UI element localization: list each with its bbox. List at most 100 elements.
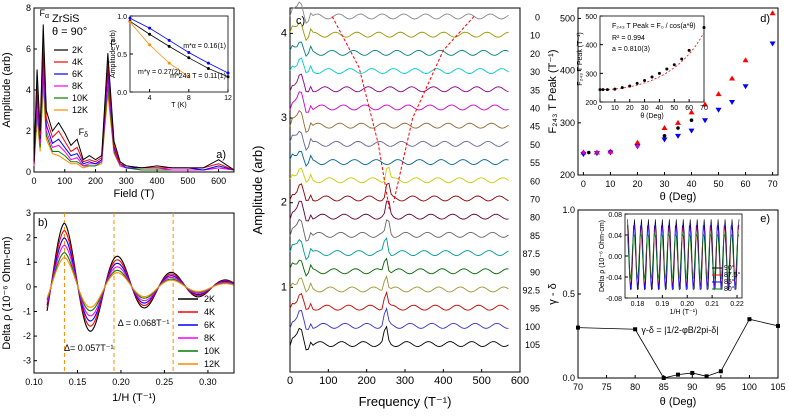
- angle-label: 100: [525, 322, 540, 332]
- panel-b-x-tick-label: 0.15: [69, 377, 87, 387]
- angle-label: 90: [530, 267, 540, 277]
- angle-label: 87.5: [522, 249, 540, 259]
- panel-e-inset-x-tick-label: 0.18: [631, 301, 645, 308]
- panel-e-x-tick-label: 95: [716, 382, 726, 392]
- spectrum-line: [289, 290, 509, 311]
- inset-point: [680, 57, 684, 61]
- spectrum-line: [289, 200, 509, 222]
- panel-c-x-tick-label: 0: [287, 375, 293, 387]
- panel-d-inset-y-tick-label: 300: [585, 71, 597, 78]
- inset-point: [613, 87, 617, 91]
- spectrum-line: [289, 218, 509, 242]
- point-blue: [675, 133, 681, 139]
- panel-d-inset-x-tick-label: 40: [656, 105, 664, 112]
- panel-a-y-tick-label: 0: [26, 167, 31, 177]
- inset-point: [206, 66, 210, 70]
- inset-point: [635, 81, 639, 85]
- peak-annotation: Fδ: [79, 127, 89, 139]
- legend-label-4K: 4K: [72, 57, 83, 67]
- gamma-delta-point: [576, 325, 580, 330]
- spectrum-line: [289, 150, 509, 167]
- panel-a-x-tick-label: 400: [150, 176, 165, 186]
- angle-label: 40: [530, 103, 540, 113]
- point-red: [688, 109, 695, 115]
- panel-e-inset-x-tick-label: 0.20: [680, 301, 694, 308]
- spectrum-line: [289, 22, 509, 42]
- peak-annotation: Fγ: [110, 39, 120, 51]
- panel-a-x-tick-label: 0: [31, 176, 36, 186]
- inset-fit-curve: [599, 32, 705, 91]
- gamma-delta-point: [690, 370, 695, 375]
- panel-e-label: e): [760, 213, 770, 225]
- panel-d-x-tick-label: 20: [632, 179, 642, 189]
- legend-label-4K: 4K: [204, 307, 215, 317]
- delta-annotation: Δ = 0.068T⁻¹: [118, 318, 170, 328]
- panel-e-inset-x-tick-label: 0.21: [705, 301, 719, 308]
- angle-label: 20: [530, 49, 540, 59]
- panel-d-inset-x-tick-label: 10: [611, 105, 619, 112]
- panel-d-frame: [577, 7, 779, 176]
- panel-c-y-tick-label: 4: [281, 27, 287, 39]
- panel-d-y-tick-label: 500: [560, 13, 575, 23]
- point-black: [662, 134, 667, 138]
- inset-point: [650, 75, 654, 79]
- panel-e-inset-xlabel: 1/H (T⁻¹): [670, 309, 698, 316]
- panel-e-x-tick-label: 80: [630, 382, 640, 392]
- panel-b-x-tick-label: 0.25: [156, 377, 174, 387]
- panel-b-y-tick-label: 0: [26, 282, 31, 292]
- spectrum-line: [289, 325, 509, 351]
- point-magenta: [635, 144, 640, 149]
- fit-branch-left: [331, 16, 391, 212]
- panel-c-label: c): [296, 15, 305, 27]
- inset-point: [187, 75, 191, 79]
- point-blue: [688, 128, 695, 134]
- panel-d-inset-y-tick-label: 400: [585, 43, 597, 50]
- inset-a: a = 0.810(3): [612, 46, 650, 53]
- inset-point: [226, 75, 230, 79]
- panel-d-y-tick-label: 200: [560, 170, 575, 180]
- panel-a-x-tick-label: 500: [180, 176, 195, 186]
- panel-e-y-tick-label: 1.0: [562, 205, 575, 215]
- panel-b-y-tick-label: 3: [26, 208, 31, 218]
- point-red: [675, 119, 681, 125]
- panel-c-xlabel: Frequency (T⁻¹): [359, 394, 452, 409]
- panel-a-subtitle: θ = 90°: [52, 26, 87, 38]
- spectrum-line: [289, 91, 509, 113]
- point-red: [742, 57, 749, 63]
- panel-a-ylabel: Amplitude (arb): [1, 52, 13, 127]
- inset-point: [628, 84, 632, 88]
- legend-label-2K: 2K: [72, 45, 83, 55]
- panel-c-ylabel: Amplitude (arb): [250, 146, 265, 235]
- spectrum-line: [289, 182, 509, 202]
- panel-d-inset-ylabel: F₂₄₃ T Peak (T⁻¹): [577, 32, 584, 85]
- gamma-delta-point: [661, 376, 666, 380]
- panel-d-inset-x-tick-label: 60: [685, 105, 693, 112]
- panel-a-label: a): [216, 149, 226, 161]
- panel-e-x-tick-label: 90: [687, 382, 697, 392]
- inset-point: [598, 88, 602, 92]
- angle-label: 30: [530, 67, 540, 77]
- gamma-delta-point: [633, 327, 638, 332]
- legend-label-2K: 2K: [204, 294, 215, 304]
- inset-point: [187, 56, 191, 60]
- panel-d-x-tick-label: 70: [768, 179, 778, 189]
- panel-c-x-tick-label: 400: [434, 375, 452, 387]
- point-red: [729, 75, 736, 81]
- spectrum-line: [289, 73, 509, 93]
- series-line-12K: [46, 256, 234, 308]
- panel-b-frame: [33, 212, 235, 374]
- point-magenta: [581, 150, 586, 155]
- panel-e-xlabel: θ (Deg): [660, 396, 697, 408]
- panel-d-inset-x-tick-label: 0: [598, 105, 602, 112]
- inset-label-alpha: m*α = 0.16(1): [183, 43, 226, 50]
- panel-d-inset-x-tick-label: 70: [700, 105, 708, 112]
- inset-point: [148, 26, 152, 30]
- spectrum-line: [289, 306, 509, 330]
- point-magenta: [595, 150, 599, 155]
- panel-d-x-tick-label: 30: [659, 179, 669, 189]
- panel-a-inset-y-tick-label: 1.0: [117, 14, 127, 21]
- inset-legend-label: 87.5°: [724, 271, 741, 279]
- panel-d-inset-y-tick-label: 500: [585, 14, 597, 21]
- inset-point: [687, 48, 691, 52]
- panel-e-inset-x-tick-label: 0.19: [656, 301, 670, 308]
